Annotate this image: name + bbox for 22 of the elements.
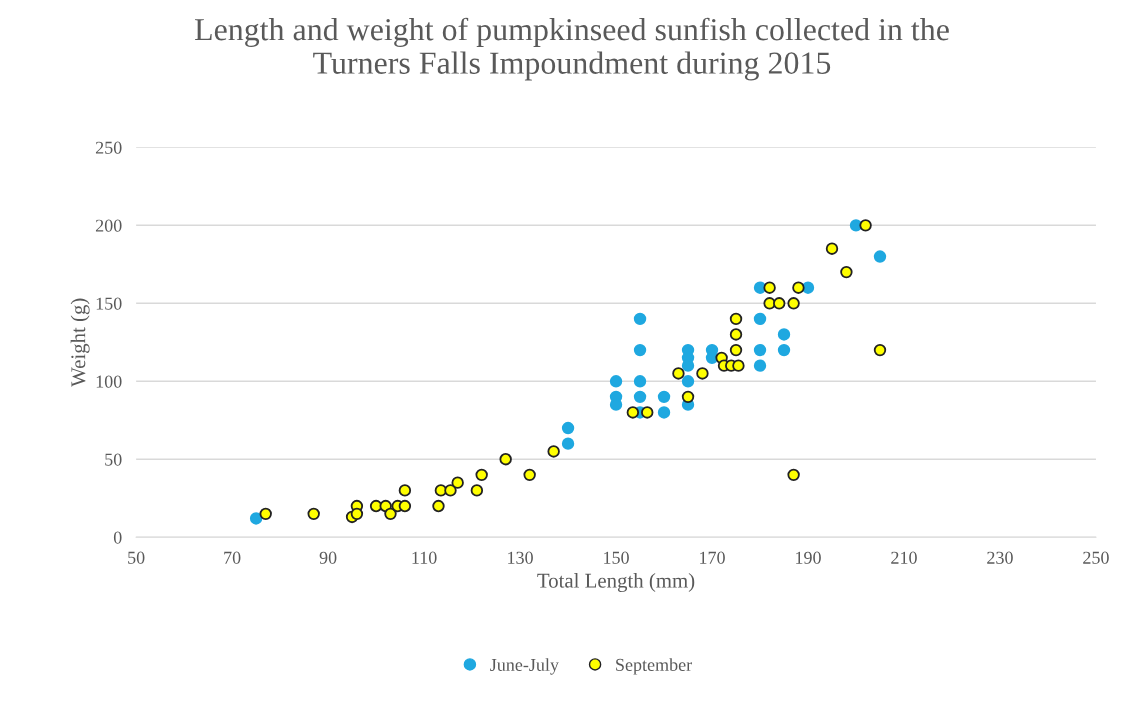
x-tick-label: 70 <box>224 551 241 564</box>
legend-label: June-July <box>490 658 559 675</box>
x-tick-label: 50 <box>128 551 145 564</box>
x-tick-label: 130 <box>508 551 533 564</box>
y-tick-label: 100 <box>96 375 122 388</box>
legend-label: September <box>616 658 692 675</box>
y-tick-label: 50 <box>105 453 122 466</box>
x-tick-label: 250 <box>1083 551 1109 564</box>
y-tick-label: 0 <box>113 531 122 544</box>
x-tick-label: 170 <box>700 551 725 564</box>
x-tick-label: 210 <box>891 551 917 564</box>
x-axis-title: Total Length (mm) <box>537 573 695 592</box>
y-axis-title: Weight (g) <box>70 298 90 387</box>
x-tick-label: 150 <box>604 551 629 564</box>
y-tick-label: 150 <box>96 297 122 310</box>
x-tick-label: 90 <box>319 551 337 564</box>
chart-title: Length and weight of pumpkinseed sunfish collected in the Turners Falls Impoundment during 2015 <box>194 17 949 81</box>
x-tick-label: 190 <box>796 551 821 564</box>
y-tick-label: 250 <box>95 141 122 154</box>
y-tick-label: 200 <box>95 219 122 232</box>
x-tick-label: 110 <box>412 551 437 564</box>
x-tick-label: 230 <box>987 551 1013 564</box>
